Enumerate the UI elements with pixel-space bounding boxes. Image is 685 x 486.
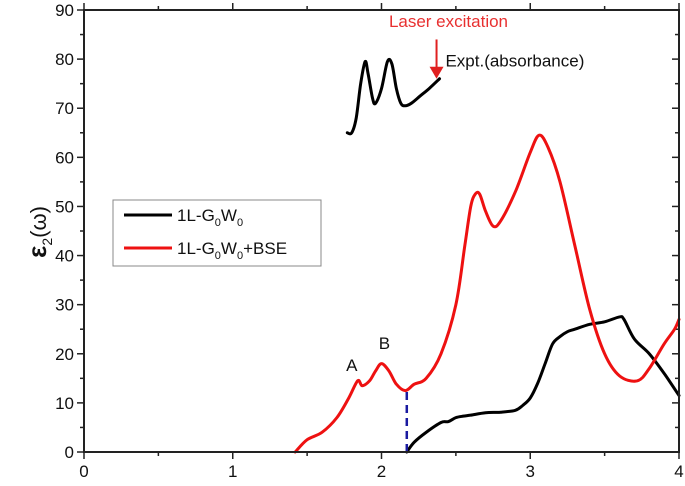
y-label-main: ε [22, 246, 52, 258]
y-label-arg: (ω) [26, 206, 51, 238]
annotation-laser-excitation: Laser excitation [389, 12, 508, 31]
series-group [293, 57, 681, 454]
legend-label-g0w0-bse: 1L-G0W0+BSE [177, 239, 287, 262]
y-tick-label: 60 [55, 148, 74, 167]
series-line-expt-absorbance- [345, 57, 442, 136]
x-tick-label: 1 [228, 462, 237, 481]
y-tick-label: 0 [65, 443, 74, 462]
y-tick-label: 30 [55, 296, 74, 315]
legend: 1L-G0W0 1L-G0W0+BSE [112, 199, 322, 267]
annotation-expt-absorbance-: Expt.(absorbance) [445, 51, 584, 70]
y-tick-label: 90 [55, 1, 74, 20]
annotations: A B Laser excitation Expt.(absorbance) [346, 12, 584, 375]
series-line-1l-g0w0-bse [293, 133, 681, 454]
y-tick-label: 10 [55, 394, 74, 413]
annotation-b: B [379, 334, 390, 353]
plot-frame [83, 9, 680, 453]
series-line-1l-g0w0 [405, 315, 681, 454]
legend-label-g0w0: 1L-G0W0 [177, 206, 243, 229]
x-tick-label: 2 [377, 462, 386, 481]
y-tick-label: 40 [55, 247, 74, 266]
arrow-head-icon [429, 66, 444, 79]
x-tick-label: 4 [674, 462, 683, 481]
y-axis-label: ε2(ω) [22, 206, 55, 258]
y-tick-label: 80 [55, 50, 74, 69]
x-tick-label: 3 [526, 462, 535, 481]
x-tick-label: 0 [79, 462, 88, 481]
y-tick-label: 70 [55, 99, 74, 118]
annotation-a: A [346, 356, 358, 375]
legend-box [112, 199, 322, 267]
y-label-sub: 2 [39, 238, 55, 246]
y-tick-label: 20 [55, 345, 74, 364]
y-tick-label: 50 [55, 197, 74, 216]
